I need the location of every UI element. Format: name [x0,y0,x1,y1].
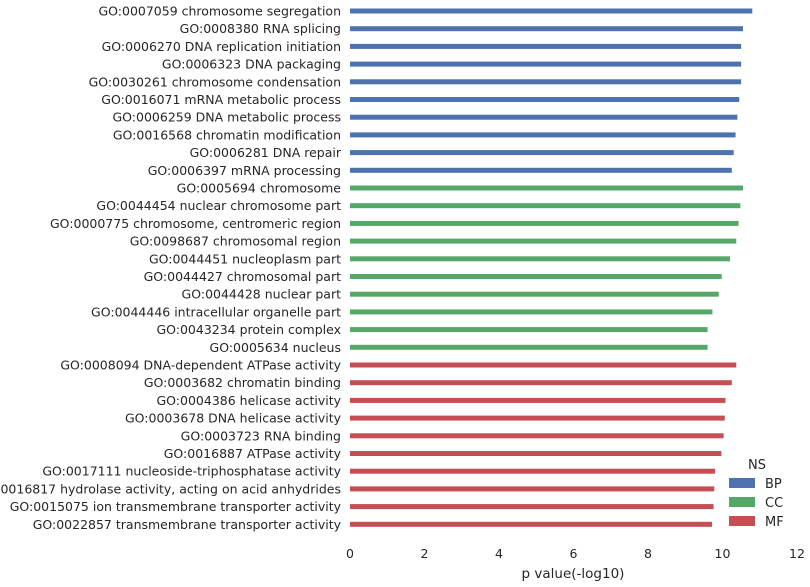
y-tick-label: GO:0030261 chromosome condensation [89,74,341,89]
legend: NS BP CC MF [729,458,784,530]
bar-19 [350,327,708,333]
y-tick-label: GO:0003682 chromatin binding [144,375,341,390]
legend-swatch-mf [729,516,755,526]
bar-20 [350,344,708,350]
y-tick-label: GO:0017111 nucleoside-triphosphatase act… [42,464,341,479]
y-tick-label: GO:0005694 chromosome [177,181,342,196]
y-tick-label: GO:0006259 DNA metabolic process [113,110,342,125]
bar-16 [350,274,722,279]
legend-title: NS [748,458,766,473]
y-tick-label: GO:0044451 nucleoplasm part [149,251,341,266]
x-tick-label: 10 [715,546,731,561]
bar-18 [350,309,713,315]
bar-12 [350,203,741,209]
x-tick-labels: 0 2 4 6 8 10 12 [346,546,805,561]
bar-3 [350,43,742,49]
bar-28 [350,486,715,492]
y-tick-label: GO:0003678 DNA helicase activity [125,411,342,426]
y-tick-label: GO:0008380 RNA splicing [180,21,341,36]
y-tick-label: GO:0044446 intracellular organelle part [91,304,341,319]
bar-7 [350,114,738,120]
bar-11 [350,185,743,191]
bar-21 [350,362,737,368]
x-tick-label: 8 [644,546,652,561]
y-tick-label: GO:0043234 protein complex [156,322,341,337]
y-tick-label: GO:0006323 DNA packaging [162,57,341,72]
bar-6 [350,97,740,102]
y-tick-label: GO:0005634 nucleus [210,340,341,355]
x-tick-label: 12 [789,546,805,561]
y-tick-label: GO:0044427 chromosomal part [144,269,341,284]
x-tick-label: 4 [495,546,503,561]
y-tick-label: GO:0000775 chromosome, centromeric regio… [50,216,341,231]
y-tick-label: GO:0016071 mRNA metabolic process [101,92,341,107]
bars-group [350,8,753,527]
x-tick-label: 6 [570,546,578,561]
legend-swatch-cc [729,497,755,507]
bar-17 [350,291,719,297]
y-tick-label: GO:0015075 ion transmembrane transporter… [10,499,342,514]
x-tick-label: 0 [346,546,354,561]
bar-2 [350,26,743,32]
y-tick-label: GO:0016887 ATPase activity [164,446,342,461]
bar-25 [350,433,724,439]
bar-26 [350,451,722,456]
bar-8 [350,132,736,138]
y-tick-label: GO:0022857 transmembrane transporter act… [33,517,342,532]
bar-5 [350,79,742,85]
bar-10 [350,167,732,173]
y-tick-label: GO:0044428 nuclear part [182,287,342,302]
bar-1 [350,8,753,14]
y-tick-label: GO:0003723 RNA binding [181,428,341,443]
bar-29 [350,504,714,510]
legend-label-cc: CC [765,496,783,511]
bar-15 [350,256,730,262]
y-tick-label: GO:0004386 helicase activity [156,393,341,408]
y-tick-label: GO:0006270 DNA replication initiation [102,39,341,54]
y-tick-labels: GO:0007059 chromosome segregation GO:0008… [0,4,342,532]
y-tick-label: GO:0006281 DNA repair [190,145,342,160]
y-tick-label: GO:0044454 nuclear chromosome part [96,198,341,213]
legend-swatch-bp [729,478,755,488]
bar-27 [350,468,716,474]
y-tick-label: GO:0006397 mRNA processing [148,163,341,178]
bar-4 [350,61,742,67]
bar-23 [350,397,726,403]
legend-label-mf: MF [765,515,784,530]
x-tick-label: 2 [421,546,429,561]
y-tick-label: GO:0007059 chromosome segregation [98,4,341,19]
x-axis-label: p value(-log10) [522,566,625,582]
bar-24 [350,415,725,421]
y-tick-label: GO:0016568 chromatin modification [113,127,341,142]
bar-30 [350,521,713,527]
bar-14 [350,238,737,244]
legend-label-bp: BP [765,477,782,492]
y-tick-label: GO:0008094 DNA-dependent ATPase activity [60,358,341,373]
y-tick-label: GO:0098687 chromosomal region [130,234,341,249]
bar-13 [350,220,739,226]
y-tick-label: GO:0016817 hydrolase activity, acting on… [0,481,341,496]
bar-9 [350,150,734,156]
bar-22 [350,380,732,386]
